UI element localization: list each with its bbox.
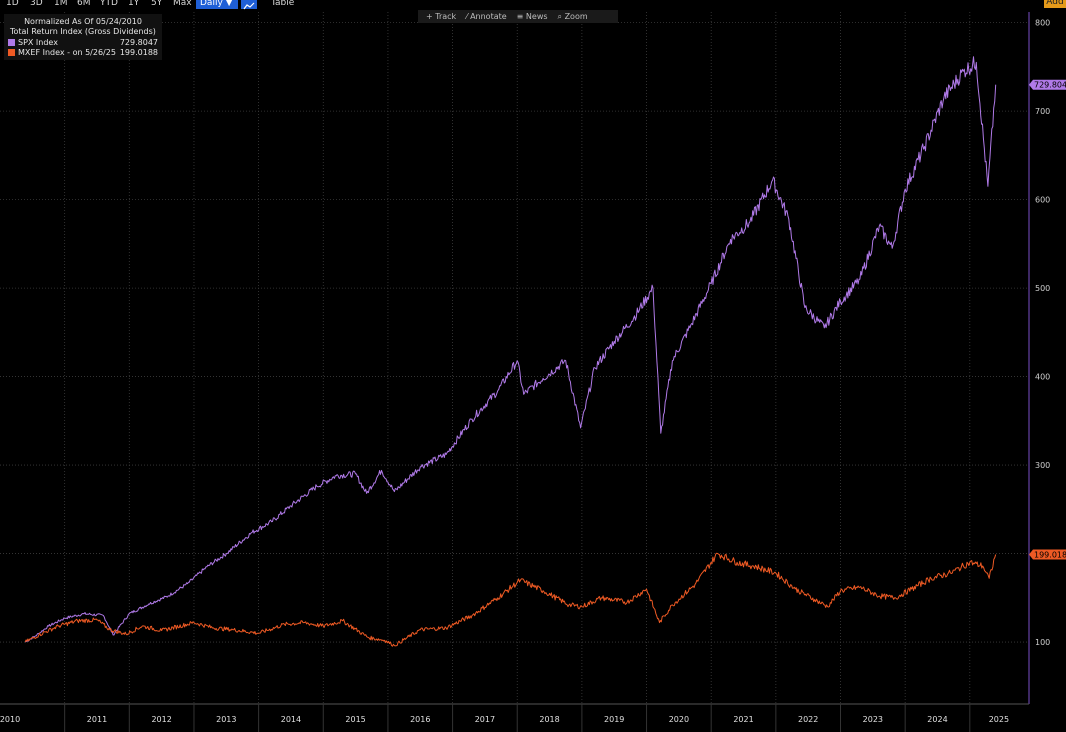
chart-legend: Normalized As Of 05/24/2010 Total Return… — [4, 14, 162, 60]
period-ytd-button[interactable]: YTD — [100, 0, 118, 8]
period-1m-button[interactable]: 1M — [54, 0, 68, 8]
x-tick-label: 2023 — [863, 715, 883, 724]
period-1d-button[interactable]: 1D — [6, 0, 19, 8]
annotate-button[interactable]: ⁄ Annotate — [466, 12, 507, 21]
table-button[interactable]: Table — [271, 0, 295, 8]
y-tick-label: 300 — [1035, 461, 1050, 470]
news-button[interactable]: ≡ News — [516, 12, 548, 21]
legend-label-mxef: MXEF Index - on 5/26/25 — [18, 48, 116, 57]
x-tick-label: 2020 — [669, 715, 689, 724]
legend-swatch-mxef — [8, 49, 15, 56]
y-tick-label: 700 — [1035, 107, 1050, 116]
period-6m-button[interactable]: 6M — [77, 0, 91, 8]
series-lines — [24, 56, 997, 647]
chart-type-button[interactable] — [241, 0, 257, 10]
chart-tools: + Track ⁄ Annotate ≡ News ⌕ Zoom — [418, 10, 618, 23]
last-value-tag-mxef: 199.018 — [1029, 549, 1066, 560]
x-tick-label: 2024 — [927, 715, 947, 724]
y-tick-label: 800 — [1035, 19, 1050, 28]
period-max-button[interactable]: Max — [173, 0, 192, 8]
legend-return-type: Total Return Index (Gross Dividends) — [10, 27, 156, 36]
x-tick-label: 2013 — [216, 715, 236, 724]
last-value-tag-spx: 729.804 — [1029, 79, 1066, 90]
period-3d-button[interactable]: 3D — [30, 0, 43, 8]
legend-entry-spx: SPX Index 729.8047 — [8, 38, 162, 48]
x-axis: 2010 2011 2012 2013 2014 2015 2016 2017 2018 2019… — [0, 703, 1029, 732]
x-tick-label: 2015 — [345, 715, 365, 724]
x-tick-label: 2016 — [410, 715, 430, 724]
zoom-button[interactable]: ⌕ Zoom — [557, 11, 588, 21]
legend-entry-mxef: MXEF Index - on 5/26/25 199.0188 — [8, 48, 162, 58]
x-tick-label: 2018 — [539, 715, 559, 724]
x-tick-label: 2010 — [0, 715, 20, 724]
y-tick-label: 100 — [1035, 638, 1050, 647]
x-tick-label: 2012 — [151, 715, 171, 724]
line-chart-icon — [243, 2, 255, 10]
legend-normalized-note: Normalized As Of 05/24/2010 — [24, 17, 142, 26]
series-line-mxef — [24, 552, 997, 647]
last-value-label-mxef: 199.018 — [1034, 550, 1066, 559]
last-value-tags: 729.804 199.018 — [1029, 79, 1066, 560]
frequency-dropdown[interactable]: Daily ▼ — [196, 0, 238, 9]
x-tick-label: 2022 — [798, 715, 818, 724]
toolbar: 1D 3D 1M 6M YTD 1Y 5Y Max Daily ▼ Table … — [0, 0, 1066, 10]
x-tick-label: 2014 — [281, 715, 301, 724]
track-button[interactable]: + Track — [426, 12, 457, 21]
series-line-spx — [24, 56, 997, 643]
last-value-label-spx: 729.804 — [1034, 81, 1066, 90]
y-tick-label: 400 — [1035, 373, 1050, 382]
legend-value-mxef: 199.0188 — [119, 48, 158, 57]
x-tick-label: 2017 — [475, 715, 495, 724]
legend-swatch-spx — [8, 39, 15, 46]
add-button[interactable]: Add — [1044, 0, 1066, 8]
period-1y-button[interactable]: 1Y — [128, 0, 140, 8]
y-tick-label: 500 — [1035, 284, 1050, 293]
x-tick-label: 2019 — [604, 715, 624, 724]
legend-label-spx: SPX Index — [18, 38, 58, 47]
x-tick-label: 2011 — [87, 715, 107, 724]
period-5y-button[interactable]: 5Y — [151, 0, 163, 8]
x-tick-label: 2025 — [989, 715, 1009, 724]
x-tick-label: 2021 — [733, 715, 753, 724]
y-tick-label: 600 — [1035, 196, 1050, 205]
legend-value-spx: 729.8047 — [119, 38, 158, 47]
